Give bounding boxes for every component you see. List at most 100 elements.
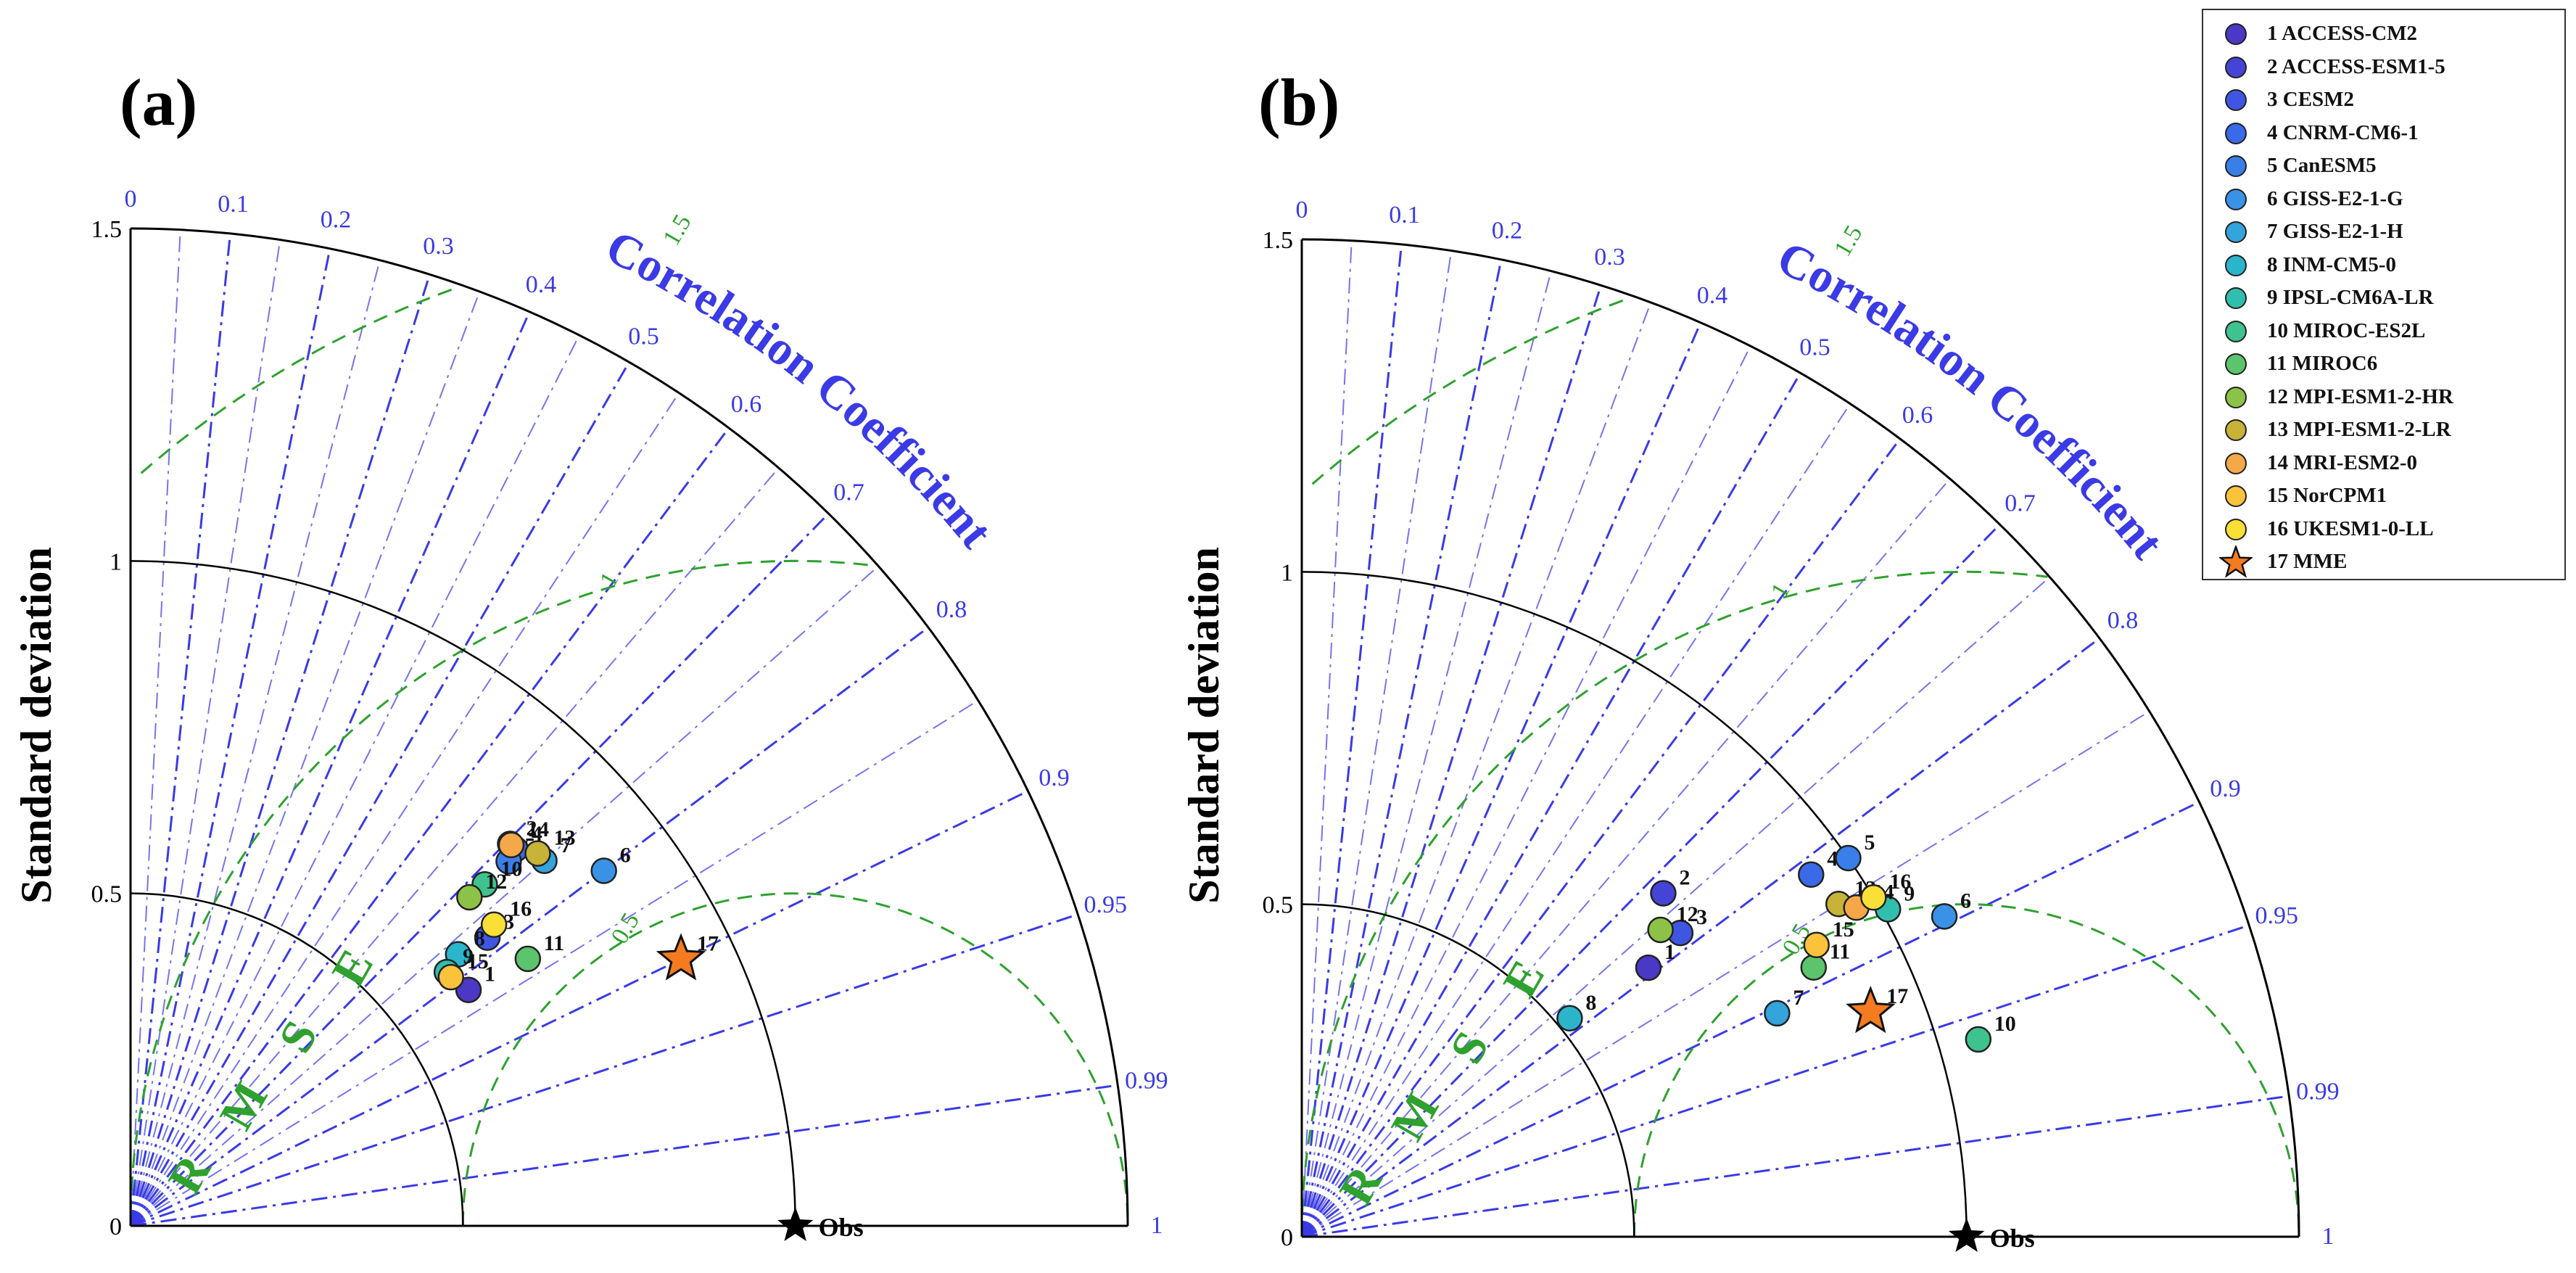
corr-line-minor [130,239,281,1227]
model-point-label: 8 [474,927,485,951]
model-point [1965,1026,1992,1053]
model-point-label: 3 [1696,905,1707,929]
std-tick-label: 1 [110,548,122,575]
taylor-panel-b: 00.511.50 0.10.20.30.40.50.60.70.80.90.95… [1180,197,2340,1253]
legend-label: 16 UKESM1-0-LL [2267,516,2434,540]
corr-tick-label: 0.8 [2108,607,2139,634]
model-point-label: 15 [467,949,489,973]
y-axis-label: Standard deviation [12,547,60,904]
legend-label: 11 MIROC6 [2267,352,2378,375]
legend-item: 3 CESM2 [2203,85,2564,117]
corr-line [1300,438,1902,1237]
corr-tick-label: 0.1 [1389,202,1420,228]
corr-line-minor [130,699,979,1227]
legend-star-shape [2219,545,2253,578]
legend-label: 2 ACCESS-ESM1-5 [2267,54,2445,78]
legend-label: 5 CanESM5 [2267,154,2377,177]
legend-marker [2225,452,2247,474]
std-tick-label: 0.5 [1263,892,1294,919]
corr-tick-label: 0.95 [1084,891,1128,918]
model-point-label: 17 [1886,984,1908,1008]
legend-item: 2 ACCESS-ESM1-5 [2203,52,2564,84]
corr-tick-label: 0.3 [423,233,454,260]
model-point-label: 4 [1827,847,1838,871]
corr-line-minor [1301,710,2150,1237]
legend-marker [2225,122,2247,144]
corr-tick-label: 0.6 [1902,402,1933,429]
rmse-label-letter: R [1329,1156,1393,1214]
corr-tick-label: 0.8 [936,596,967,623]
std-arc [130,892,464,1227]
corr-tick-label: 0.99 [1125,1067,1168,1094]
legend-item: 4 CNRM-CM6-1 [2203,118,2564,150]
legend-label: 3 CESM2 [2267,88,2355,111]
corr-tick-label: 0 [125,186,137,213]
std-tick-label: 1.5 [91,216,123,243]
corr-tick-label: 0.4 [526,271,557,298]
corr-tick-label: 0.5 [628,324,659,350]
corr-line [129,513,830,1227]
model-point-label: 7 [561,833,571,857]
model-point-label: 17 [697,931,719,955]
rmse-label-letter: R [158,1145,222,1203]
legend-label: 12 MPI-ESM1-2-HR [2267,384,2453,408]
rmse-arc [1311,298,1626,485]
model-point-star [1846,985,1896,1034]
corr-line [129,427,730,1227]
corr-line [1300,284,1602,1237]
legend-item: 5 CanESM5 [2203,151,2564,183]
obs-label: Obs [819,1213,864,1242]
corr-line [1300,524,2001,1238]
std-tick-label: 0 [110,1214,122,1240]
corr-line-minor [1301,576,2050,1237]
corr-line [1301,637,2100,1238]
legend-item: 7 GISS-E2-1-H [2203,217,2564,249]
corr-tick-label: 0.9 [2210,775,2241,802]
legend-item: 11 MIROC6 [2203,349,2564,381]
model-point [514,945,542,973]
legend-marker [2225,320,2247,342]
model-point [524,840,551,867]
legend-marker [2225,419,2247,441]
rmse-arc [1632,903,2300,1237]
model-point [1931,903,1958,930]
corr-line [129,273,431,1227]
model-point-label: 15 [1833,918,1854,942]
legend-marker [2225,155,2247,177]
arc-title-text: Correlation Coefficient [1769,231,2174,569]
model-point [1798,861,1825,888]
legend-marker [2225,89,2247,111]
legend-marker [2225,254,2247,276]
model-point-label: 6 [1960,889,1971,912]
corr-tick-label: 0.9 [1039,765,1070,791]
taylor-panel-a: 00.511.50 0.10.20.30.40.50.60.70.80.90.95… [12,186,1168,1242]
model-point [1647,916,1674,944]
corr-line [129,311,531,1227]
legend-marker [2225,221,2247,243]
legend-marker [2225,287,2247,309]
legend-label: 6 GISS-E2-1-G [2267,186,2403,210]
corr-tick-label: 0.95 [2255,902,2299,929]
corr-line-minor [130,260,381,1227]
model-point-label: 11 [544,931,564,955]
model-point-label: 10 [1994,1012,2016,1036]
legend-item: 10 MIROC-ES2L [2203,316,2564,348]
corr-line [130,790,1029,1227]
std-arc [1301,571,1968,1237]
model-point-label: 9 [463,944,474,968]
corr-line-minor [130,229,181,1227]
corr-line-minor [1301,271,1552,1237]
legend: 1 ACCESS-CM2 2 ACCESS-ESM1-5 3 CESM2 4 CNRM… [2202,9,2566,580]
corr-tick-label: 0.1 [218,191,249,218]
corr-line [1301,924,2250,1238]
legend-item: 9 IPSL-CM6A-LR [2203,283,2564,315]
corr-line [129,248,331,1227]
model-point [1764,1000,1791,1027]
corr-tick-label: 0.6 [731,391,762,418]
corr-tick-label: 0.3 [1594,244,1625,271]
corr-tick-label: 0 [1296,197,1308,223]
model-point [1800,954,1828,981]
legend-label: 4 CNRM-CM6-1 [2267,120,2419,144]
corr-line [1300,259,1503,1237]
